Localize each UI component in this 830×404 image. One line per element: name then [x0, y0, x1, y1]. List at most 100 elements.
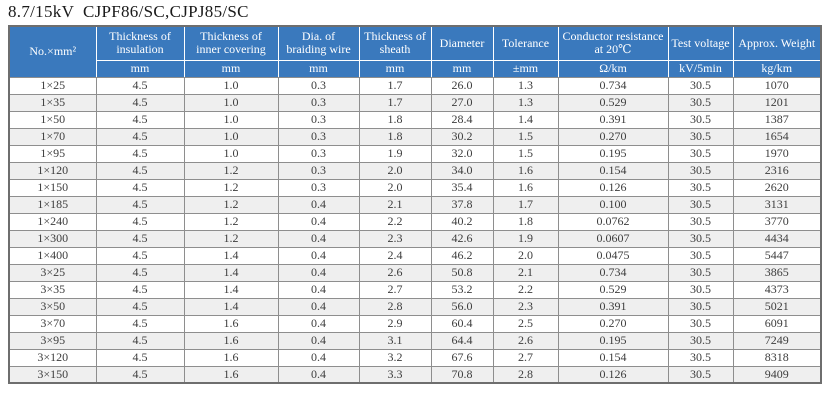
cell: 0.3 — [277, 76, 360, 95]
header-cell: Dia. of braiding wire — [277, 25, 360, 61]
cell: 2.1 — [492, 263, 559, 282]
cell: 0.0762 — [557, 212, 669, 231]
cell: 42.6 — [430, 229, 494, 248]
cell: 1×240 — [8, 212, 97, 231]
cell: 30.5 — [667, 212, 734, 231]
cell: 4.5 — [95, 314, 185, 333]
cell: 1.0 — [183, 76, 279, 95]
cell: 0.3 — [277, 93, 360, 112]
cell: 0.100 — [557, 195, 669, 214]
cell: 0.734 — [557, 76, 669, 95]
cell: 1.6 — [183, 331, 279, 350]
cell: 2.7 — [358, 280, 432, 299]
cell: 0.4 — [277, 280, 360, 299]
cell: 30.5 — [667, 144, 734, 163]
unit-cell: ±mm — [492, 59, 559, 78]
cell: 30.5 — [667, 297, 734, 316]
cell: 1.2 — [183, 178, 279, 197]
page-title: 8.7/15kV CJPF86/SC,CJPJ85/SC — [8, 2, 249, 21]
cell: 1.6 — [492, 178, 559, 197]
cell: 1.4 — [183, 263, 279, 282]
table-row: 1×120 4.5 1.2 0.3 2.0 34.0 1.6 0.154 30.5 2316 — [8, 161, 822, 180]
cell: 2.7 — [492, 348, 559, 367]
cell: 2.4 — [358, 246, 432, 265]
cell: 1.0 — [183, 144, 279, 163]
cell: 5021 — [732, 297, 822, 316]
table-head: No.×mm² Thickness of insulation Thickness … — [8, 25, 822, 78]
cell: 0.270 — [557, 127, 669, 146]
cell: 1654 — [732, 127, 822, 146]
cell: 2.1 — [358, 195, 432, 214]
cell: 28.4 — [430, 110, 494, 129]
cell: 1×400 — [8, 246, 97, 265]
cell: 3×50 — [8, 297, 97, 316]
cell: 1.7 — [492, 195, 559, 214]
cell: 2.3 — [358, 229, 432, 248]
cell: 4.5 — [95, 212, 185, 231]
cell: 0.126 — [557, 178, 669, 197]
cell: 30.5 — [667, 229, 734, 248]
cell: 30.5 — [667, 76, 734, 95]
cell: 2.0 — [358, 178, 432, 197]
cell: 0.126 — [557, 365, 669, 384]
cell: 1.9 — [358, 144, 432, 163]
cell: 1×50 — [8, 110, 97, 129]
cell: 53.2 — [430, 280, 494, 299]
cell: 0.0607 — [557, 229, 669, 248]
cell: 1×95 — [8, 144, 97, 163]
cell: 8318 — [732, 348, 822, 367]
cell: 30.5 — [667, 178, 734, 197]
cell: 1.4 — [183, 280, 279, 299]
cell: 2.2 — [492, 280, 559, 299]
cell: 1×120 — [8, 161, 97, 180]
cell: 4434 — [732, 229, 822, 248]
cell: 9409 — [732, 365, 822, 384]
cell: 1.3 — [492, 76, 559, 95]
table-row: 1×70 4.5 1.0 0.3 1.8 30.2 1.5 0.270 30.5 1654 — [8, 127, 822, 146]
cell: 1.2 — [183, 229, 279, 248]
header-cell: Thickness of insulation — [95, 25, 185, 61]
cell: 0.391 — [557, 110, 669, 129]
cell: 0.4 — [277, 212, 360, 231]
table-row: 1×300 4.5 1.2 0.4 2.3 42.6 1.9 0.0607 30.5 4434 — [8, 229, 822, 248]
cell: 3×150 — [8, 365, 97, 384]
unit-cell: Ω/km — [557, 59, 669, 78]
cell: 4.5 — [95, 331, 185, 350]
cell: 1×70 — [8, 127, 97, 146]
cell: 4.5 — [95, 365, 185, 384]
header-cell: Thickness of sheath — [358, 25, 432, 61]
header-cell: Approx. Weight — [732, 25, 822, 61]
cell: 4.5 — [95, 195, 185, 214]
cell: 6091 — [732, 314, 822, 333]
cell: 60.4 — [430, 314, 494, 333]
cell: 1.7 — [358, 93, 432, 112]
cell: 4.5 — [95, 297, 185, 316]
header-cell-no: No.×mm² — [8, 25, 97, 78]
cell: 1.3 — [492, 93, 559, 112]
header-cell: Diameter — [430, 25, 494, 61]
cell: 0.529 — [557, 280, 669, 299]
cell: 1.6 — [183, 365, 279, 384]
table-row: 1×400 4.5 1.4 0.4 2.4 46.2 2.0 0.0475 30.5 5447 — [8, 246, 822, 265]
cell: 2.0 — [358, 161, 432, 180]
cell: 35.4 — [430, 178, 494, 197]
cell: 27.0 — [430, 93, 494, 112]
cell: 1×150 — [8, 178, 97, 197]
cell: 2.8 — [358, 297, 432, 316]
cell: 30.5 — [667, 110, 734, 129]
unit-cell: kg/km — [732, 59, 822, 78]
cell: 4.5 — [95, 161, 185, 180]
cell: 2.5 — [492, 314, 559, 333]
table-row: 1×150 4.5 1.2 0.3 2.0 35.4 1.6 0.126 30.5 2620 — [8, 178, 822, 197]
cell: 2316 — [732, 161, 822, 180]
cell: 3×25 — [8, 263, 97, 282]
cell: 1970 — [732, 144, 822, 163]
cell: 4.5 — [95, 93, 185, 112]
cell: 0.3 — [277, 110, 360, 129]
cell: 1.5 — [492, 127, 559, 146]
cell: 0.4 — [277, 263, 360, 282]
table-body: 1×25 4.5 1.0 0.3 1.7 26.0 1.3 0.734 30.5 1070 1×35… — [8, 76, 822, 384]
cell: 1.2 — [183, 195, 279, 214]
cell: 2620 — [732, 178, 822, 197]
table-row: 1×95 4.5 1.0 0.3 1.9 32.0 1.5 0.195 30.5 1970 — [8, 144, 822, 163]
